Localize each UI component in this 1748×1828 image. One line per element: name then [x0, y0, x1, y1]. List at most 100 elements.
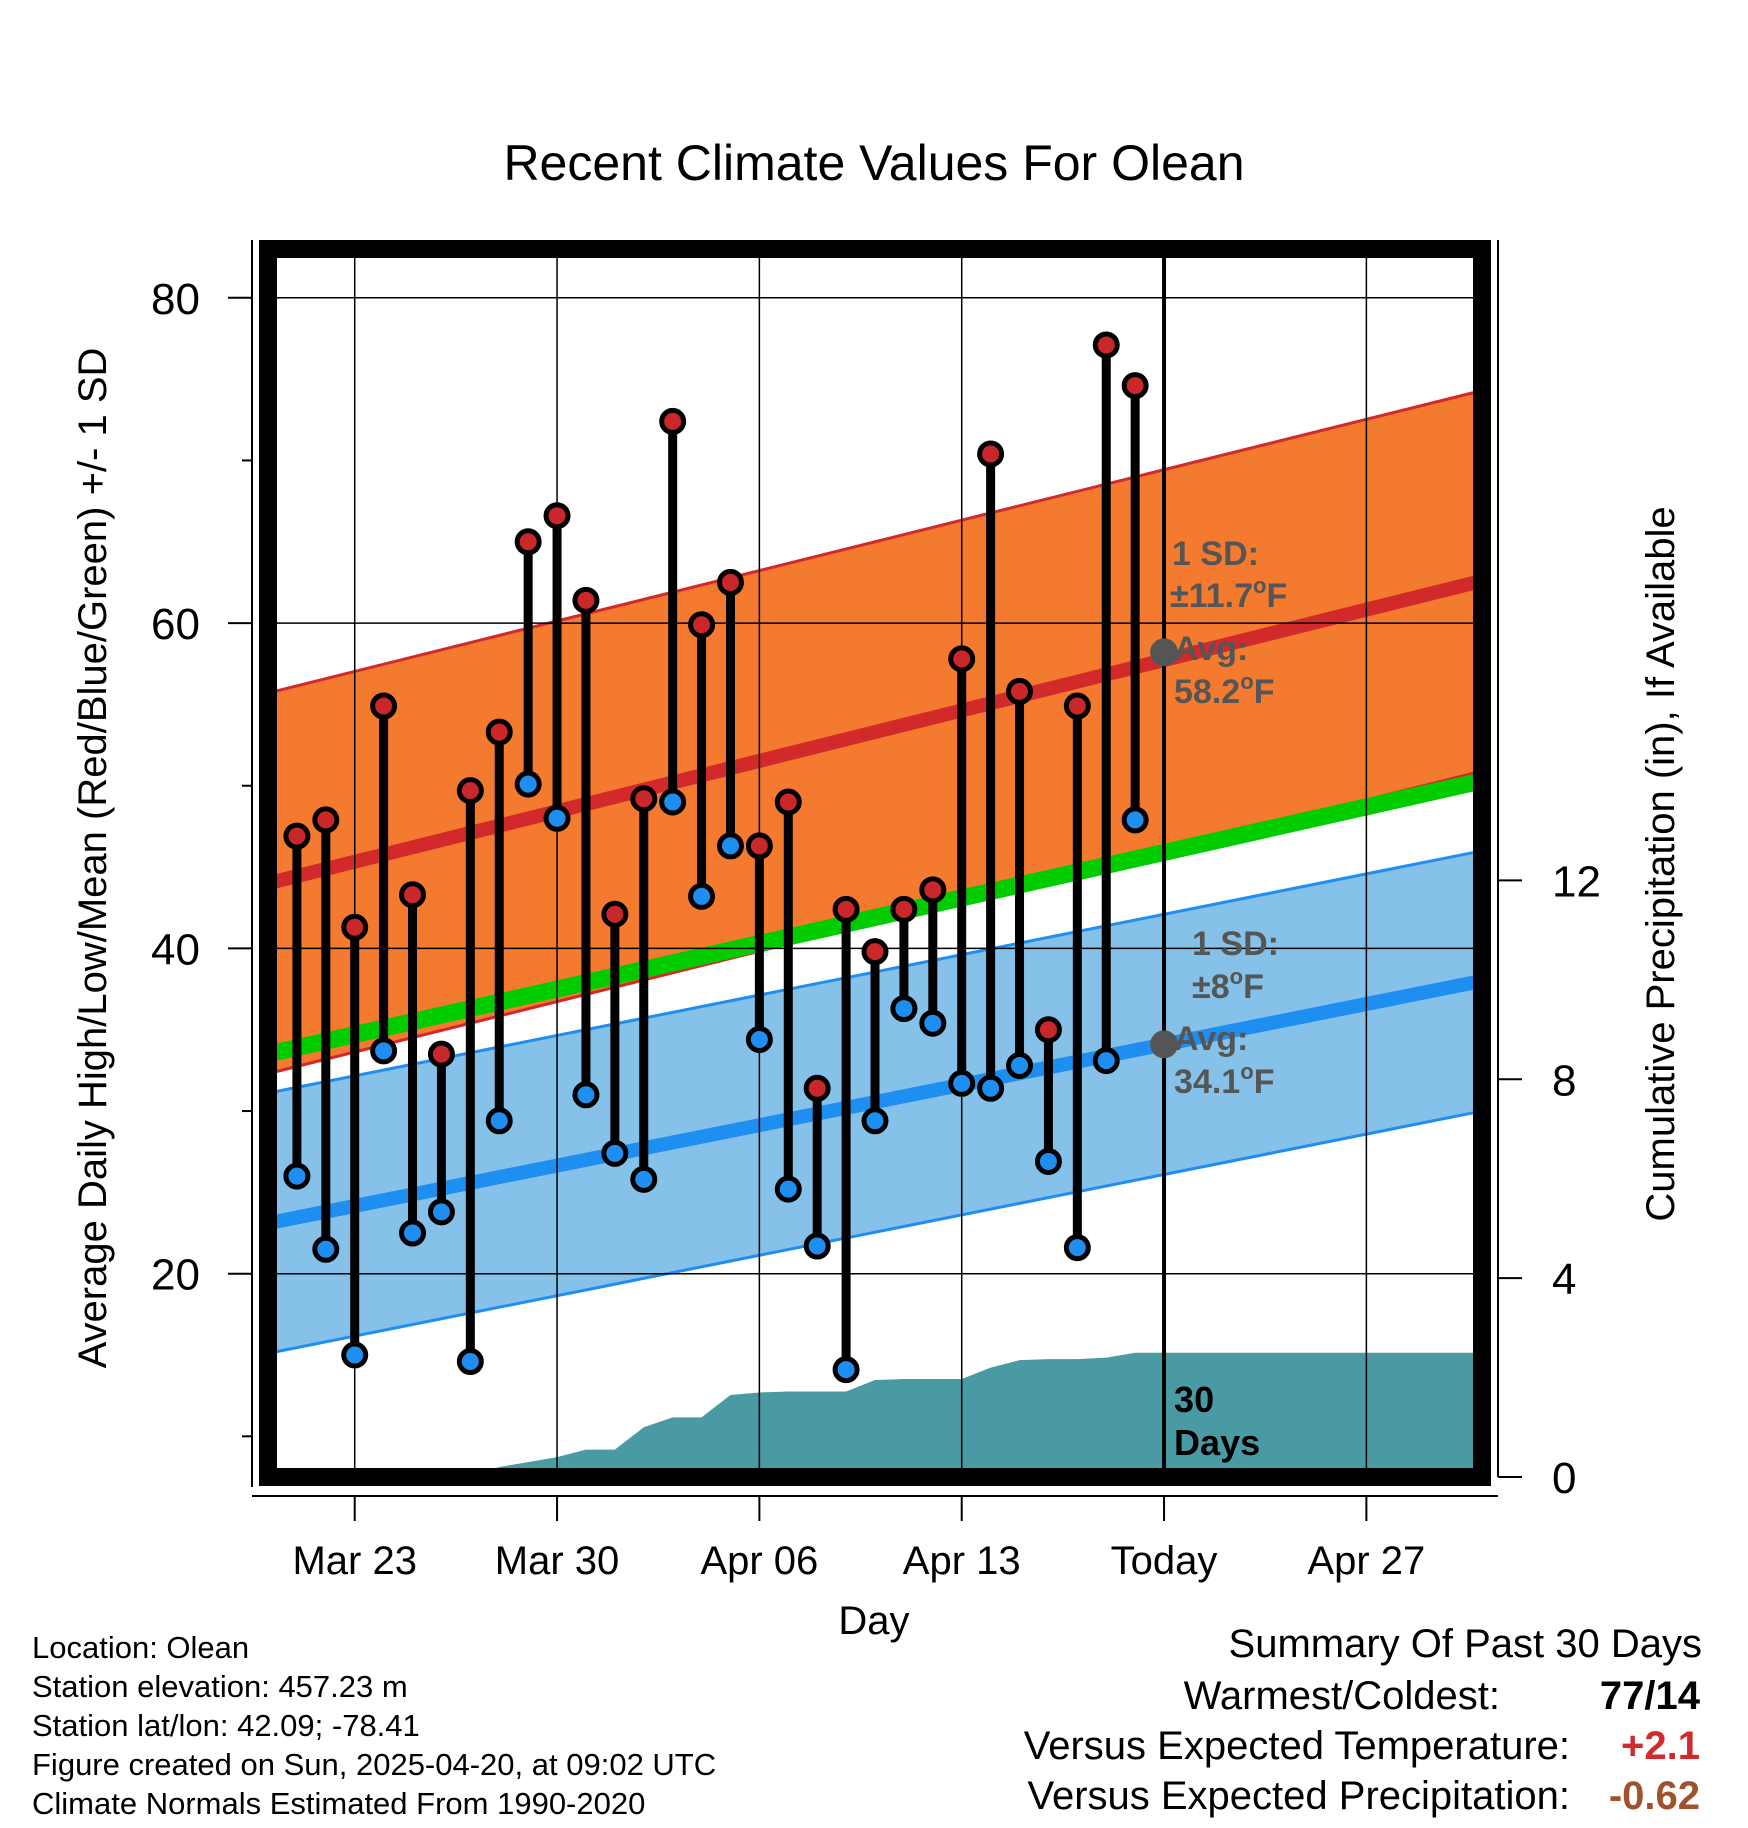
daily-low-point — [1006, 1051, 1034, 1079]
normals-text: Climate Normals Estimated From 1990-2020 — [32, 1786, 646, 1821]
x-tick-label: Mar 23 — [292, 1539, 417, 1583]
low-avg-label: Avg: — [1174, 1020, 1248, 1058]
daily-high-point — [572, 586, 600, 614]
daily-high-point — [370, 692, 398, 720]
warmest-coldest-value: 77/14 — [1599, 1674, 1700, 1718]
daily-low-point — [1034, 1147, 1062, 1175]
daily-high-point — [803, 1074, 831, 1102]
temp-label: Versus Expected Temperature: — [1023, 1724, 1570, 1768]
summary-title: Summary Of Past 30 Days — [1228, 1622, 1702, 1666]
daily-high-point — [919, 876, 947, 904]
daily-low-point — [803, 1232, 831, 1260]
daily-high-point — [1034, 1016, 1062, 1044]
y2-tick-label: 0 — [1552, 1454, 1576, 1503]
daily-low-point — [1092, 1047, 1120, 1075]
daily-low-point — [890, 995, 918, 1023]
daily-high-point — [456, 777, 484, 805]
low-sd-label: 1 SD: — [1192, 925, 1279, 963]
low-avg-value: 34.1oF — [1174, 1059, 1274, 1101]
y-tick-label: 80 — [151, 275, 200, 324]
y-tick-label: 60 — [151, 600, 200, 649]
daily-low-point — [456, 1348, 484, 1376]
precip-label: Versus Expected Precipitation: — [1027, 1774, 1570, 1818]
daily-low-point — [977, 1074, 1005, 1102]
x-tick-label: Today — [1111, 1539, 1218, 1583]
daily-high-point — [427, 1040, 455, 1068]
daily-high-point — [399, 881, 427, 909]
daily-high-point — [745, 832, 773, 860]
daily-low-point — [861, 1107, 889, 1135]
daily-low-point — [659, 788, 687, 816]
daily-low-point — [1063, 1234, 1091, 1262]
low-avg-point — [1150, 1030, 1179, 1059]
daily-low-point — [948, 1069, 976, 1097]
daily-low-point — [370, 1037, 398, 1065]
daily-low-point — [1121, 806, 1149, 834]
high-avg-label: Avg: — [1174, 630, 1248, 668]
daily-low-point — [485, 1107, 513, 1135]
daily-high-point — [1121, 372, 1149, 400]
high-sd-band-upper-edge — [267, 389, 1483, 695]
daily-high-point — [1006, 677, 1034, 705]
daily-high-point — [312, 806, 340, 834]
high-avg-point — [1150, 638, 1179, 667]
y2-tick-label: 12 — [1552, 857, 1601, 906]
temp-value: +2.1 — [1621, 1724, 1700, 1768]
daily-high-point — [1092, 331, 1120, 359]
daily-low-point — [543, 804, 571, 832]
axes: 20 40 60 80 0 4 8 12 Mar 23 Mar 30 Apr 06 Apr 13 Tod… — [151, 240, 1601, 1583]
precip-period-label: Days — [1174, 1422, 1260, 1463]
daily-high-point — [774, 788, 802, 816]
daily-low-point — [312, 1235, 340, 1263]
daily-low-point — [601, 1139, 629, 1167]
precip-area — [268, 1352, 1482, 1477]
y-tick-label: 20 — [151, 1251, 200, 1300]
warmest-coldest-label: Warmest/Coldest: — [1183, 1674, 1500, 1718]
location-text: Location: Olean — [32, 1630, 250, 1665]
x-tick-label: Apr 06 — [700, 1539, 818, 1583]
daily-low-point — [630, 1165, 658, 1193]
y-axis-title: Average Daily High/Low/Mean (Red/Blue/Gr… — [71, 348, 115, 1369]
plot-frame — [259, 240, 1491, 1486]
x-tick-label: Apr 13 — [903, 1539, 1021, 1583]
daily-low-point — [745, 1025, 773, 1053]
daily-low-point — [283, 1162, 311, 1190]
daily-high-point — [832, 895, 860, 923]
daily-high-point — [861, 938, 889, 966]
y-tick-label: 40 — [151, 925, 200, 974]
high-sd-value: ±11.7oF — [1170, 573, 1287, 615]
daily-low-point — [688, 882, 716, 910]
created-text: Figure created on Sun, 2025-04-20, at 09… — [32, 1747, 717, 1782]
daily-low-point — [399, 1219, 427, 1247]
x-tick-label: Apr 27 — [1307, 1539, 1425, 1583]
daily-high-point — [948, 645, 976, 673]
daily-high-point — [485, 718, 513, 746]
precip-period-label: 30 — [1174, 1379, 1214, 1420]
daily-high-point — [890, 895, 918, 923]
daily-high-point — [716, 568, 744, 596]
daily-high-point — [977, 440, 1005, 468]
daily-low-point — [716, 832, 744, 860]
chart-title: Recent Climate Values For Olean — [503, 135, 1244, 191]
x-tick-label: Mar 30 — [495, 1539, 620, 1583]
daily-high-point — [543, 502, 571, 530]
daily-low-point — [832, 1356, 860, 1384]
y2-tick-label: 4 — [1552, 1255, 1576, 1304]
y2-tick-label: 8 — [1552, 1056, 1576, 1105]
daily-low-point — [774, 1175, 802, 1203]
low-sd-value: ±8oF — [1192, 964, 1264, 1006]
daily-high-point — [601, 900, 629, 928]
elevation-text: Station elevation: 457.23 m — [32, 1669, 408, 1704]
daily-high-point — [630, 785, 658, 813]
daily-low-point — [572, 1081, 600, 1109]
y2-axis-title: Cumulative Precipitation (in), If Availa… — [1639, 506, 1683, 1221]
high-sd-label: 1 SD: — [1172, 535, 1259, 573]
latlon-text: Station lat/lon: 42.09; -78.41 — [32, 1708, 420, 1743]
high-avg-value: 58.2oF — [1174, 669, 1274, 711]
x-axis-title: Day — [838, 1599, 909, 1643]
daily-low-point — [341, 1341, 369, 1369]
daily-low-point — [514, 770, 542, 798]
precip-value: -0.62 — [1608, 1774, 1700, 1818]
